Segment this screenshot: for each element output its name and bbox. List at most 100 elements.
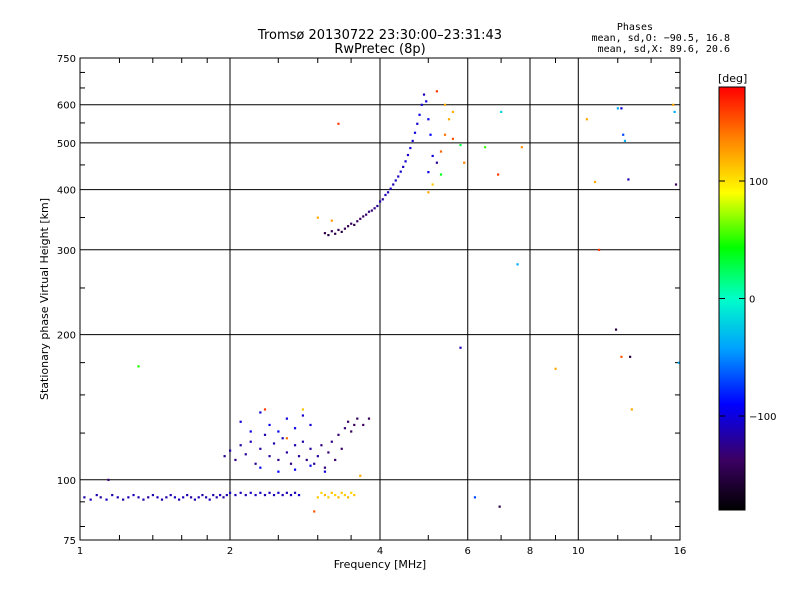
data-point bbox=[350, 222, 353, 225]
data-point bbox=[160, 498, 164, 501]
data-point bbox=[459, 346, 462, 349]
data-point bbox=[340, 447, 343, 450]
data-point bbox=[263, 408, 267, 411]
data-point bbox=[416, 122, 419, 125]
data-point bbox=[285, 417, 288, 420]
y-tick-label: 750 bbox=[57, 54, 76, 65]
data-point bbox=[439, 150, 443, 153]
data-point bbox=[394, 179, 397, 182]
data-point bbox=[132, 493, 135, 497]
data-point bbox=[225, 493, 228, 497]
data-point bbox=[367, 210, 371, 213]
data-point bbox=[156, 496, 159, 499]
data-point bbox=[116, 496, 119, 499]
data-point bbox=[293, 427, 297, 430]
data-point bbox=[223, 455, 226, 458]
data-point bbox=[435, 161, 438, 164]
data-point bbox=[229, 491, 232, 494]
data-point bbox=[293, 444, 297, 447]
x-tick-label: 16 bbox=[674, 546, 687, 557]
data-point bbox=[356, 220, 359, 223]
data-point bbox=[268, 423, 271, 427]
data-point bbox=[127, 496, 130, 499]
data-point bbox=[330, 230, 333, 233]
data-point bbox=[451, 137, 455, 140]
data-point bbox=[362, 215, 365, 218]
data-point bbox=[249, 440, 252, 443]
data-point bbox=[142, 498, 145, 501]
data-point bbox=[323, 232, 327, 235]
data-point bbox=[301, 414, 305, 417]
grid-lines bbox=[79, 57, 681, 541]
data-point bbox=[418, 113, 421, 116]
data-point bbox=[259, 491, 262, 494]
data-point bbox=[402, 165, 405, 169]
data-point bbox=[137, 365, 140, 368]
data-point bbox=[249, 491, 252, 494]
data-point bbox=[427, 191, 430, 194]
data-point bbox=[177, 498, 181, 501]
data-point bbox=[313, 462, 316, 465]
data-point bbox=[593, 180, 597, 184]
data-point bbox=[289, 493, 293, 497]
data-point bbox=[281, 493, 284, 497]
data-point bbox=[111, 493, 114, 497]
data-point bbox=[122, 498, 125, 501]
stats-o-mode: mean, sd,O: −90.5, 16.8 bbox=[591, 33, 730, 44]
data-point bbox=[259, 411, 262, 414]
data-point bbox=[343, 493, 347, 497]
data-point bbox=[263, 493, 267, 497]
data-point bbox=[95, 493, 98, 497]
x-tick-label: 1 bbox=[77, 546, 83, 557]
data-point bbox=[353, 223, 356, 227]
stats-title: Phases bbox=[616, 22, 653, 33]
data-point bbox=[367, 417, 371, 420]
data-point bbox=[346, 496, 350, 499]
data-point bbox=[413, 131, 417, 134]
data-point bbox=[327, 451, 330, 454]
data-point bbox=[392, 183, 395, 186]
data-point bbox=[672, 103, 675, 106]
chart-subtitle: RwPretec (8p) bbox=[334, 42, 426, 57]
data-point bbox=[277, 430, 280, 433]
data-point bbox=[293, 491, 297, 494]
data-point bbox=[197, 496, 200, 499]
data-point bbox=[239, 444, 242, 447]
data-point bbox=[399, 170, 402, 173]
data-point bbox=[422, 93, 426, 96]
data-point bbox=[334, 458, 337, 462]
data-point bbox=[443, 103, 447, 106]
data-point bbox=[301, 408, 305, 411]
data-point bbox=[259, 447, 262, 450]
data-point bbox=[623, 139, 627, 142]
y-tick-label: 400 bbox=[57, 186, 76, 197]
data-point bbox=[411, 139, 414, 142]
data-point bbox=[234, 458, 237, 462]
data-point bbox=[239, 491, 242, 494]
data-point bbox=[435, 90, 438, 93]
data-point bbox=[429, 133, 432, 136]
data-point bbox=[340, 491, 343, 494]
data-point bbox=[376, 204, 379, 208]
data-point bbox=[597, 248, 601, 252]
data-point bbox=[330, 440, 333, 443]
data-point bbox=[323, 470, 327, 473]
data-point bbox=[359, 217, 362, 220]
data-point bbox=[496, 173, 500, 176]
data-point bbox=[268, 455, 271, 458]
data-point bbox=[297, 493, 301, 497]
data-point bbox=[431, 154, 434, 158]
data-point bbox=[212, 493, 215, 497]
y-axis-label: Stationary phase Virtual Height [km] bbox=[38, 198, 51, 400]
colorbar-tick-label: 0 bbox=[749, 295, 755, 306]
data-point bbox=[420, 103, 423, 106]
data-point bbox=[340, 230, 343, 233]
y-tick-labels: 75 100 200 300 400 500 600 750 bbox=[57, 54, 76, 547]
data-point bbox=[316, 455, 319, 458]
data-point bbox=[327, 496, 330, 499]
data-point bbox=[320, 444, 323, 447]
colorbar-ticks: −100 0 100 bbox=[719, 177, 776, 423]
x-tick-label: 2 bbox=[227, 546, 233, 557]
chart-title: Tromsø 20130722 23:30:00–23:31:43 bbox=[257, 28, 503, 43]
data-point bbox=[389, 187, 392, 190]
